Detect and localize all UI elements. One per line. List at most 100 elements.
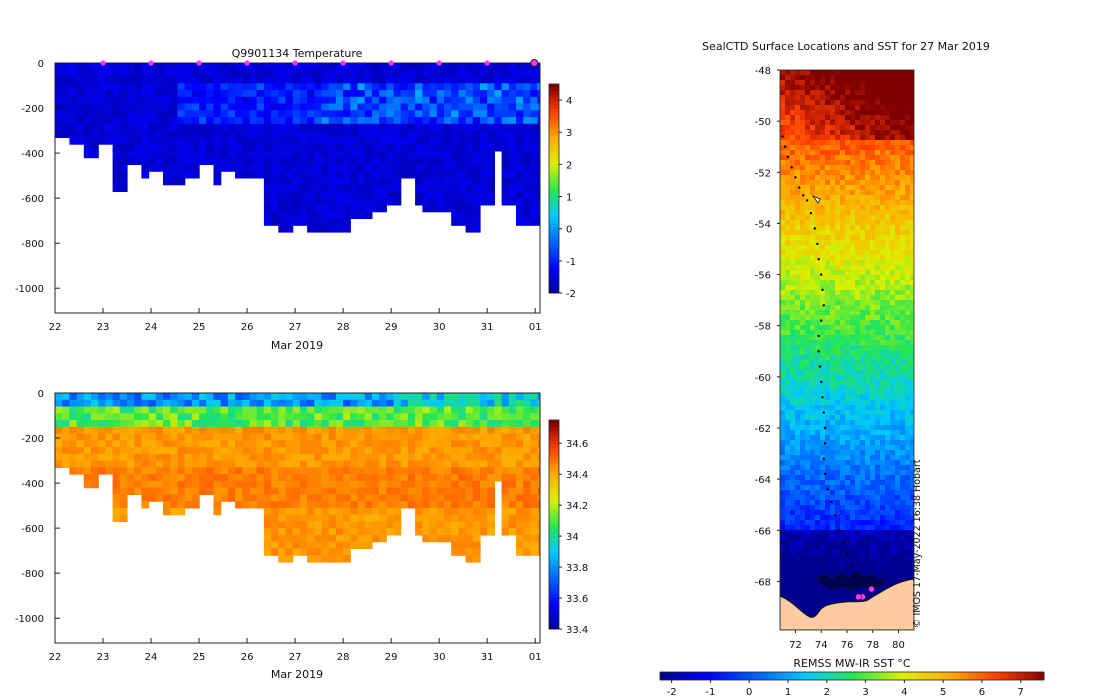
sst-cell (820, 135, 826, 141)
section-cell (422, 494, 431, 502)
section-cell (227, 83, 236, 91)
sst-cell (780, 385, 786, 391)
section-cell (307, 211, 315, 219)
section-cell (263, 393, 272, 401)
sst-cell (880, 160, 886, 166)
sst-cell (850, 415, 856, 421)
section-cell (314, 467, 323, 475)
sst-cell (795, 295, 801, 301)
section-cell (155, 144, 164, 152)
sst-cell (855, 235, 861, 241)
section-cell (105, 467, 114, 475)
section-cell (328, 447, 337, 455)
sst-cell (805, 165, 811, 171)
section-cell (213, 130, 222, 138)
section-cell (76, 83, 85, 91)
section-cell (393, 460, 402, 468)
sst-cell (895, 370, 901, 376)
sst-cell (905, 425, 911, 431)
section-cell (235, 480, 243, 489)
section-cell (508, 406, 517, 414)
section-cell (91, 63, 99, 71)
section-cell (278, 514, 287, 522)
sst-cell (810, 390, 816, 396)
section-cell (256, 117, 265, 125)
sst-cell (900, 110, 906, 116)
colorbar-segment (549, 496, 559, 501)
sst-cell (880, 105, 886, 111)
section-cell (220, 103, 229, 111)
sst-cell (900, 150, 906, 156)
section-cell (292, 534, 301, 543)
section-cell (487, 150, 495, 159)
section-cell (530, 487, 539, 495)
sst-cell (825, 110, 831, 116)
section-cell (55, 453, 63, 462)
sst-cell (845, 80, 851, 86)
section-cell (523, 110, 531, 118)
sst-cell (835, 375, 841, 381)
section-cell (480, 137, 488, 145)
sst-cell (840, 110, 846, 116)
sst-cell (810, 300, 816, 306)
sst-cell (870, 70, 876, 76)
sst-cell (900, 130, 906, 136)
sst-cell (900, 395, 906, 401)
section-cell (292, 144, 301, 152)
section-cell (429, 191, 438, 199)
section-cell (472, 534, 481, 543)
sst-cell (845, 255, 851, 261)
section-cell (415, 521, 423, 529)
section-cell (436, 426, 445, 435)
sst-cell (795, 160, 801, 166)
sst-cell (780, 85, 786, 91)
section-cell (134, 399, 142, 408)
sst-cell (825, 90, 831, 96)
sst-cell (845, 240, 851, 246)
sst-cell (820, 105, 826, 111)
section-cell (436, 204, 445, 213)
section-cell (422, 521, 431, 529)
section-cell (508, 501, 517, 509)
section-cell (271, 420, 279, 428)
section-cell (299, 487, 308, 495)
sst-cell (815, 75, 821, 81)
sst-cell (865, 90, 871, 96)
section-cell (62, 123, 70, 132)
section-cell (350, 90, 359, 98)
sst-cell (910, 440, 914, 446)
section-cell (537, 433, 540, 441)
section-cell (256, 426, 265, 435)
section-cell (400, 137, 409, 145)
sst-cell (865, 125, 871, 131)
sst-cell (810, 410, 816, 416)
sst-cell (780, 110, 786, 116)
section-cell (112, 440, 121, 448)
sst-cell (830, 80, 836, 86)
sst-cell (845, 180, 851, 186)
sst-cell (855, 305, 861, 311)
sst-cell (790, 430, 796, 436)
sst-cell (895, 230, 901, 236)
section-cell (256, 440, 265, 448)
sst-cell (785, 250, 791, 256)
section-cell (501, 467, 510, 475)
sst-cell (835, 365, 841, 371)
section-cell (249, 171, 258, 179)
colorbar-tick-label: 33.4 (566, 625, 588, 636)
sst-cell (825, 405, 831, 411)
sst-cell (800, 200, 806, 206)
sst-cell (905, 100, 911, 106)
sst-cell (830, 320, 836, 326)
section-cell (530, 110, 539, 118)
section-cell (62, 426, 70, 435)
section-cell (163, 83, 171, 91)
section-cell (213, 474, 222, 482)
section-cell (508, 426, 517, 435)
sst-cell (780, 120, 786, 126)
section-cell (444, 507, 452, 516)
sst-cell (820, 80, 826, 86)
section-cell (501, 406, 510, 414)
sst-cell (875, 145, 881, 151)
section-cell (184, 69, 193, 78)
